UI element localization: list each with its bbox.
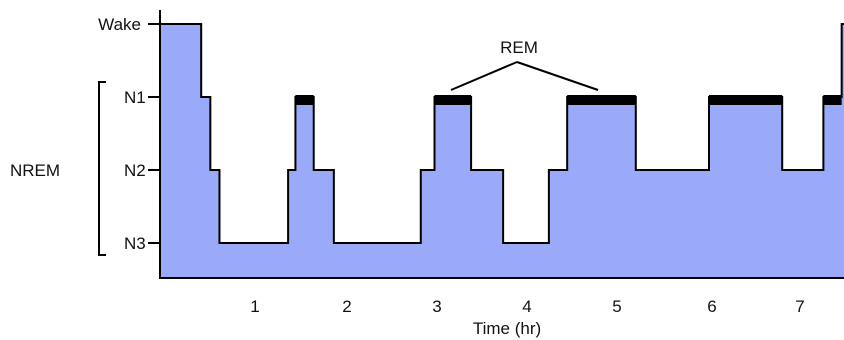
y-tick-label: N1 xyxy=(124,88,146,107)
y-tick-label: N2 xyxy=(124,161,146,180)
x-tick-label: 6 xyxy=(707,297,716,316)
sleep-stage-area xyxy=(159,23,844,279)
y-tick-label: Wake xyxy=(98,15,141,34)
rem-segments xyxy=(295,95,842,105)
x-tick-label: 7 xyxy=(795,297,804,316)
rem-bar xyxy=(709,95,783,105)
rem-annotation: REM xyxy=(450,38,599,91)
y-tick-label: N3 xyxy=(124,234,146,253)
x-tick-label: 2 xyxy=(342,297,351,316)
x-axis-title: Time (hr) xyxy=(473,319,541,338)
y-axis-ticks: Wake N1 N2 N3 xyxy=(98,15,160,253)
nrem-label: NREM xyxy=(10,161,60,180)
nrem-bracket xyxy=(98,81,106,256)
rem-bar xyxy=(434,95,472,105)
x-tick-label: 4 xyxy=(522,297,531,316)
rem-pointer-line xyxy=(450,61,518,91)
x-tick-label: 5 xyxy=(612,297,621,316)
rem-bar xyxy=(823,95,842,105)
bracket-line xyxy=(98,81,106,256)
rem-bar xyxy=(567,95,636,105)
x-tick-label: 3 xyxy=(432,297,441,316)
x-tick-label: 1 xyxy=(250,297,259,316)
rem-bar xyxy=(295,95,314,105)
x-axis-ticks: 1 2 3 4 5 6 7 xyxy=(250,297,804,316)
rem-pointer-line xyxy=(516,61,599,91)
stage-area-path xyxy=(159,23,844,279)
rem-annotation-label: REM xyxy=(500,38,538,57)
